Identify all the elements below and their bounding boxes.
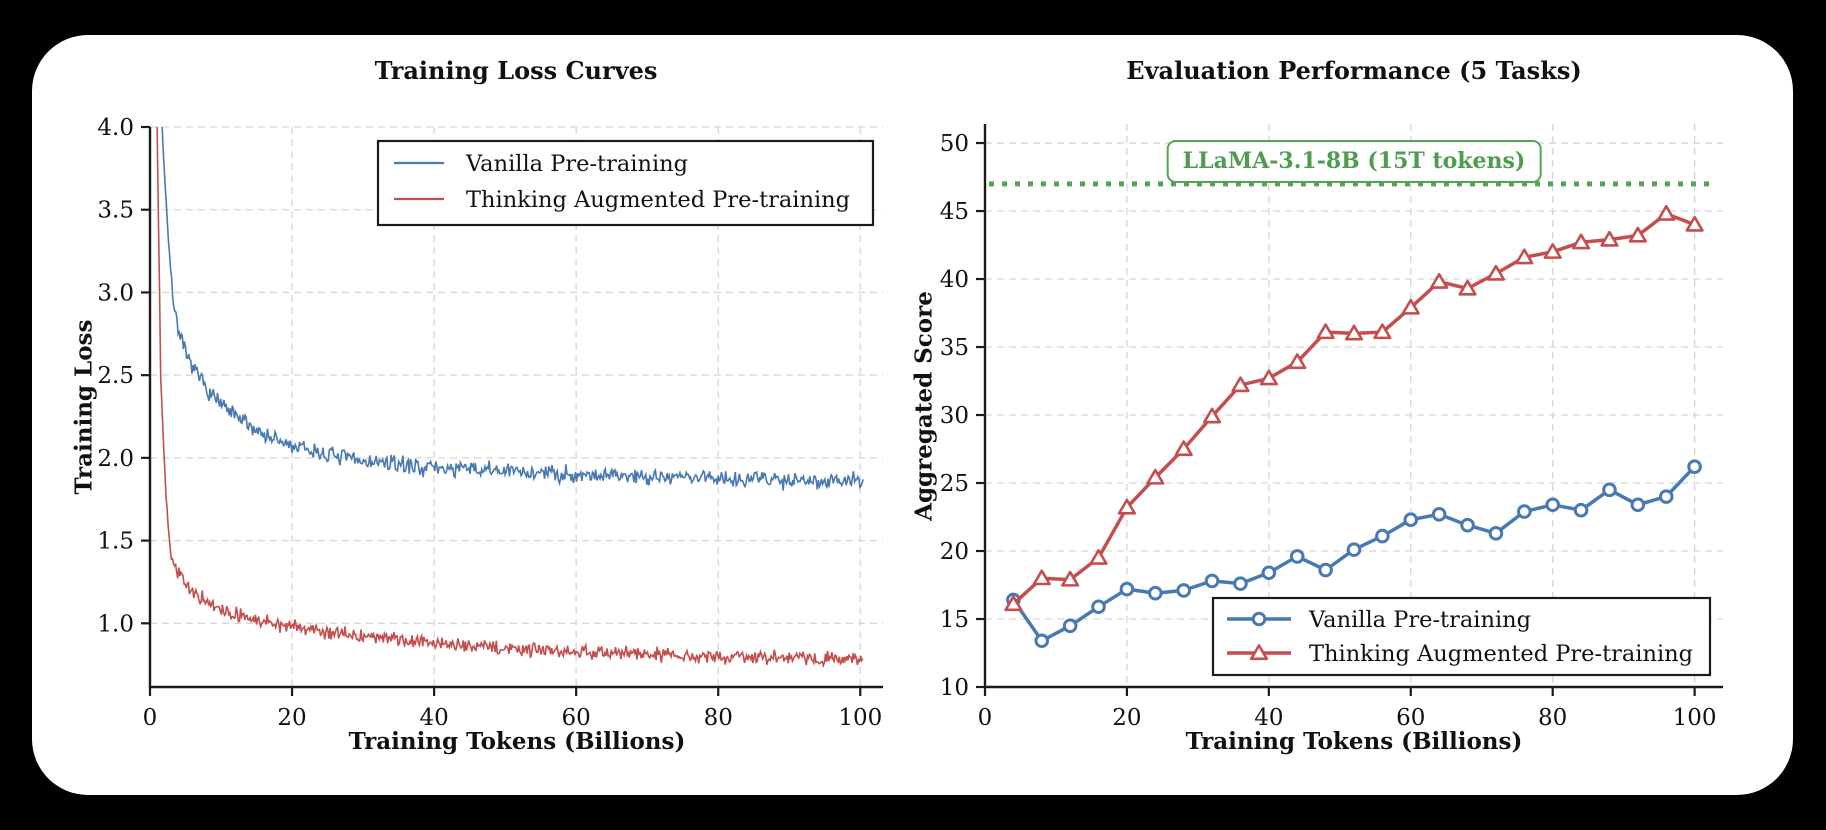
y-tick-label: 15 xyxy=(940,607,969,633)
marker-circle-vanilla-pre-training xyxy=(1091,599,1106,615)
y-tick-label: 45 xyxy=(940,199,969,225)
right-chart-xlabel: Training Tokens (Billions) xyxy=(1185,728,1523,755)
y-tick-label: 50 xyxy=(940,131,969,157)
marker-circle-vanilla-pre-training xyxy=(1289,549,1305,564)
marker-triangle-thinking-augmented-pre-training xyxy=(1685,215,1704,232)
x-tick-label: 40 xyxy=(419,705,448,731)
marker-triangle-thinking-augmented-pre-training xyxy=(1174,440,1193,457)
marker-circle-vanilla-pre-training xyxy=(1176,583,1191,598)
y-tick-label: 20 xyxy=(940,539,969,565)
marker-circle-vanilla-pre-training xyxy=(1630,497,1646,513)
marker-triangle-thinking-augmented-pre-training xyxy=(1259,369,1278,386)
y-tick-label: 10 xyxy=(940,675,969,701)
x-tick-label: 80 xyxy=(1538,705,1567,731)
legend-sample-marker-triangle xyxy=(1249,644,1269,661)
marker-triangle-thinking-augmented-pre-training xyxy=(1458,279,1477,296)
right-chart-title: Evaluation Performance (5 Tasks) xyxy=(1126,56,1582,85)
left-chart-title: Training Loss Curves xyxy=(374,56,658,85)
marker-triangle-thinking-augmented-pre-training xyxy=(1288,353,1307,370)
marker-circle-vanilla-pre-training xyxy=(1573,502,1589,518)
x-tick-label: 100 xyxy=(1673,705,1717,731)
y-tick-label: 35 xyxy=(940,335,969,361)
x-tick-label: 0 xyxy=(143,705,158,731)
legend-label: Thinking Augmented Pre-training xyxy=(466,187,850,213)
marker-triangle-thinking-augmented-pre-training xyxy=(1430,272,1449,289)
x-tick-label: 20 xyxy=(1112,705,1141,731)
y-tick-label: 1.5 xyxy=(97,529,134,555)
marker-triangle-thinking-augmented-pre-training xyxy=(1146,468,1165,485)
marker-circle-vanilla-pre-training xyxy=(1148,585,1163,601)
reference-line-label: LLaMA-3.1-8B (15T tokens) xyxy=(1166,140,1542,183)
marker-circle-vanilla-pre-training xyxy=(1658,489,1674,504)
marker-circle-vanilla-pre-training xyxy=(1460,517,1475,533)
marker-circle-vanilla-pre-training xyxy=(1119,581,1135,597)
x-tick-label: 0 xyxy=(978,705,993,731)
marker-triangle-thinking-augmented-pre-training xyxy=(1061,570,1080,587)
marker-triangle-thinking-augmented-pre-training xyxy=(1202,407,1222,424)
x-tick-label: 20 xyxy=(277,705,306,731)
marker-triangle-thinking-augmented-pre-training xyxy=(1032,569,1051,586)
y-tick-label: 3.0 xyxy=(97,280,134,306)
marker-triangle-thinking-augmented-pre-training xyxy=(1571,233,1591,250)
left-chart-ylabel: Training Loss xyxy=(70,319,98,495)
y-tick-label: 40 xyxy=(940,267,969,293)
marker-triangle-thinking-augmented-pre-training xyxy=(1657,204,1676,221)
marker-triangle-thinking-augmented-pre-training xyxy=(1515,248,1534,265)
marker-triangle-thinking-augmented-pre-training xyxy=(1316,323,1335,340)
y-tick-label: 2.0 xyxy=(97,446,134,472)
marker-circle-vanilla-pre-training xyxy=(1062,618,1078,634)
marker-circle-vanilla-pre-training xyxy=(1488,526,1504,541)
y-tick-label: 4.0 xyxy=(97,115,134,141)
y-tick-label: 25 xyxy=(940,471,969,497)
marker-circle-vanilla-pre-training xyxy=(1602,482,1617,498)
y-tick-label: 30 xyxy=(940,403,969,429)
legend-label: Thinking Augmented Pre-training xyxy=(1309,641,1693,667)
legend-box xyxy=(1211,596,1712,677)
marker-circle-vanilla-pre-training xyxy=(1375,528,1390,544)
marker-circle-vanilla-pre-training xyxy=(1431,506,1447,522)
loss-curve-vanilla-pre-training xyxy=(161,127,864,491)
right-chart-ylabel: Aggregated Score xyxy=(910,291,938,521)
legend-box xyxy=(376,139,875,227)
marker-triangle-thinking-augmented-pre-training xyxy=(1231,376,1250,393)
x-tick-label: 60 xyxy=(1396,705,1425,731)
x-tick-label: 100 xyxy=(838,705,882,731)
marker-circle-vanilla-pre-training xyxy=(1261,565,1277,581)
x-tick-label: 60 xyxy=(562,705,591,731)
marker-triangle-thinking-augmented-pre-training xyxy=(1089,549,1108,565)
left-chart-xlabel: Training Tokens (Billions) xyxy=(348,728,686,755)
x-tick-label: 80 xyxy=(704,705,733,731)
marker-triangle-thinking-augmented-pre-training xyxy=(1117,498,1137,515)
marker-circle-vanilla-pre-training xyxy=(1233,576,1248,591)
marker-circle-vanilla-pre-training xyxy=(1403,512,1419,528)
legend-sample-marker-circle xyxy=(1251,611,1267,627)
marker-triangle-thinking-augmented-pre-training xyxy=(1600,230,1619,247)
legend-label: Vanilla Pre-training xyxy=(1308,607,1531,633)
legend-label: Vanilla Pre-training xyxy=(465,151,688,177)
marker-circle-vanilla-pre-training xyxy=(1687,459,1702,474)
marker-circle-vanilla-pre-training xyxy=(1517,504,1532,519)
loss-curve-thinking-augmented-pre-training xyxy=(156,127,864,669)
marker-circle-vanilla-pre-training xyxy=(1346,542,1362,557)
marker-triangle-thinking-augmented-pre-training xyxy=(1401,298,1420,315)
y-tick-label: 1.0 xyxy=(97,611,134,637)
marker-triangle-thinking-augmented-pre-training xyxy=(1373,323,1392,340)
marker-triangle-thinking-augmented-pre-training xyxy=(1486,264,1506,281)
marker-triangle-thinking-augmented-pre-training xyxy=(1344,324,1364,341)
marker-circle-vanilla-pre-training xyxy=(1545,497,1560,513)
marker-circle-vanilla-pre-training xyxy=(1318,562,1333,578)
x-tick-label: 40 xyxy=(1254,705,1283,731)
marker-circle-vanilla-pre-training xyxy=(1204,573,1220,589)
marker-circle-vanilla-pre-training xyxy=(1034,633,1050,649)
marker-triangle-thinking-augmented-pre-training xyxy=(1628,226,1647,243)
y-tick-label: 3.5 xyxy=(97,198,134,224)
y-tick-label: 2.5 xyxy=(97,363,134,389)
marker-triangle-thinking-augmented-pre-training xyxy=(1543,243,1562,259)
marker-triangle-thinking-augmented-pre-training xyxy=(1004,595,1023,612)
